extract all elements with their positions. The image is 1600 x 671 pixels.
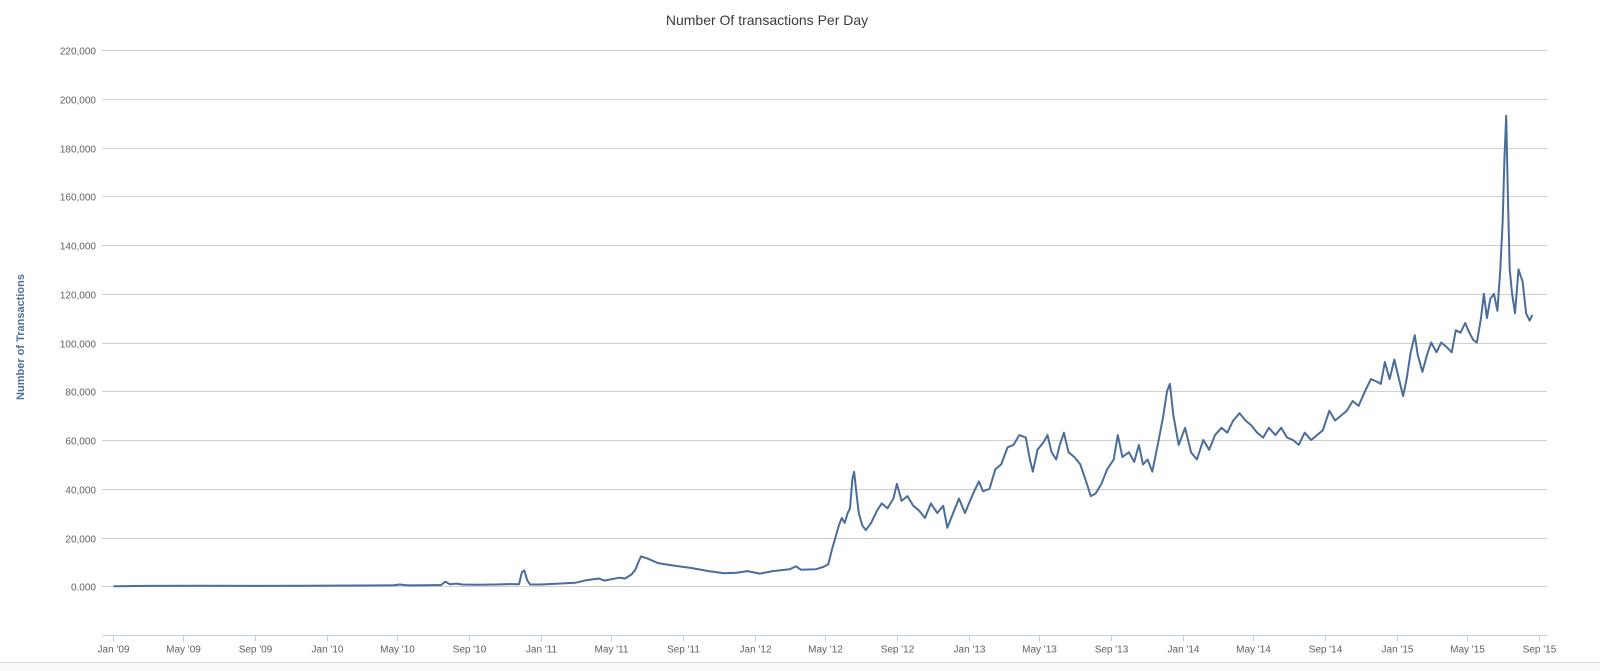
x-tick-label: Jan '12	[740, 645, 772, 656]
x-tick-label: Sep '09	[239, 645, 273, 656]
x-tick-label: Sep '11	[667, 645, 700, 656]
x-tick-label: Sep '10	[453, 645, 487, 656]
y-tick-label: 40,000	[65, 486, 96, 497]
gridlines	[102, 50, 1547, 587]
x-tick-label: May '15	[1450, 645, 1485, 656]
y-tick-label: 20,000	[65, 535, 96, 546]
y-tick-label: 140,000	[60, 242, 97, 253]
y-axis-label: Number of Transactions	[15, 274, 27, 400]
chart-title: Number Of transactions Per Day	[666, 12, 868, 28]
x-tick-label: May '11	[595, 645, 629, 656]
series-line	[113, 114, 1533, 588]
x-tick-label: Jan '09	[98, 645, 130, 656]
y-tick-label: 180,000	[60, 145, 97, 156]
x-tick-label: May '14	[1236, 645, 1271, 656]
x-tick-label: May '10	[380, 645, 415, 656]
x-tick-label: May '09	[166, 645, 201, 656]
x-tick-label: May '12	[808, 645, 843, 656]
y-tick-label: 120,000	[60, 291, 97, 302]
bottom-panel-border	[0, 662, 1600, 671]
series-layer	[113, 114, 1533, 588]
y-axis-ticks: 0.000 20,000 40,000 60,000 80,000 100,000 120,…	[60, 47, 97, 594]
x-axis: Jan '09 May '09 Sep '09 Jan '10 May '10 Sep '…	[98, 635, 1557, 656]
y-tick-label: 200,000	[60, 96, 97, 107]
y-tick-label: 160,000	[60, 193, 97, 204]
x-tick-label: May '13	[1022, 645, 1057, 656]
y-tick-label: 80,000	[65, 388, 96, 399]
y-tick-label: 100,000	[60, 340, 97, 351]
x-tick-label: Jan '10	[312, 645, 344, 656]
x-tick-label: Sep '12	[881, 645, 915, 656]
x-tick-label: Sep '14	[1309, 645, 1343, 656]
x-tick-label: Sep '15	[1523, 645, 1557, 656]
x-tick-label: Jan '11	[526, 645, 558, 656]
x-tick-label: Jan '14	[1168, 645, 1200, 656]
x-tick-label: Sep '13	[1095, 645, 1129, 656]
y-tick-label: 0.000	[71, 583, 96, 594]
y-tick-label: 220,000	[60, 47, 97, 58]
x-tick-label: Jan '13	[954, 645, 986, 656]
y-tick-label: 60,000	[65, 437, 96, 448]
x-tick-label: Jan '15	[1382, 645, 1414, 656]
